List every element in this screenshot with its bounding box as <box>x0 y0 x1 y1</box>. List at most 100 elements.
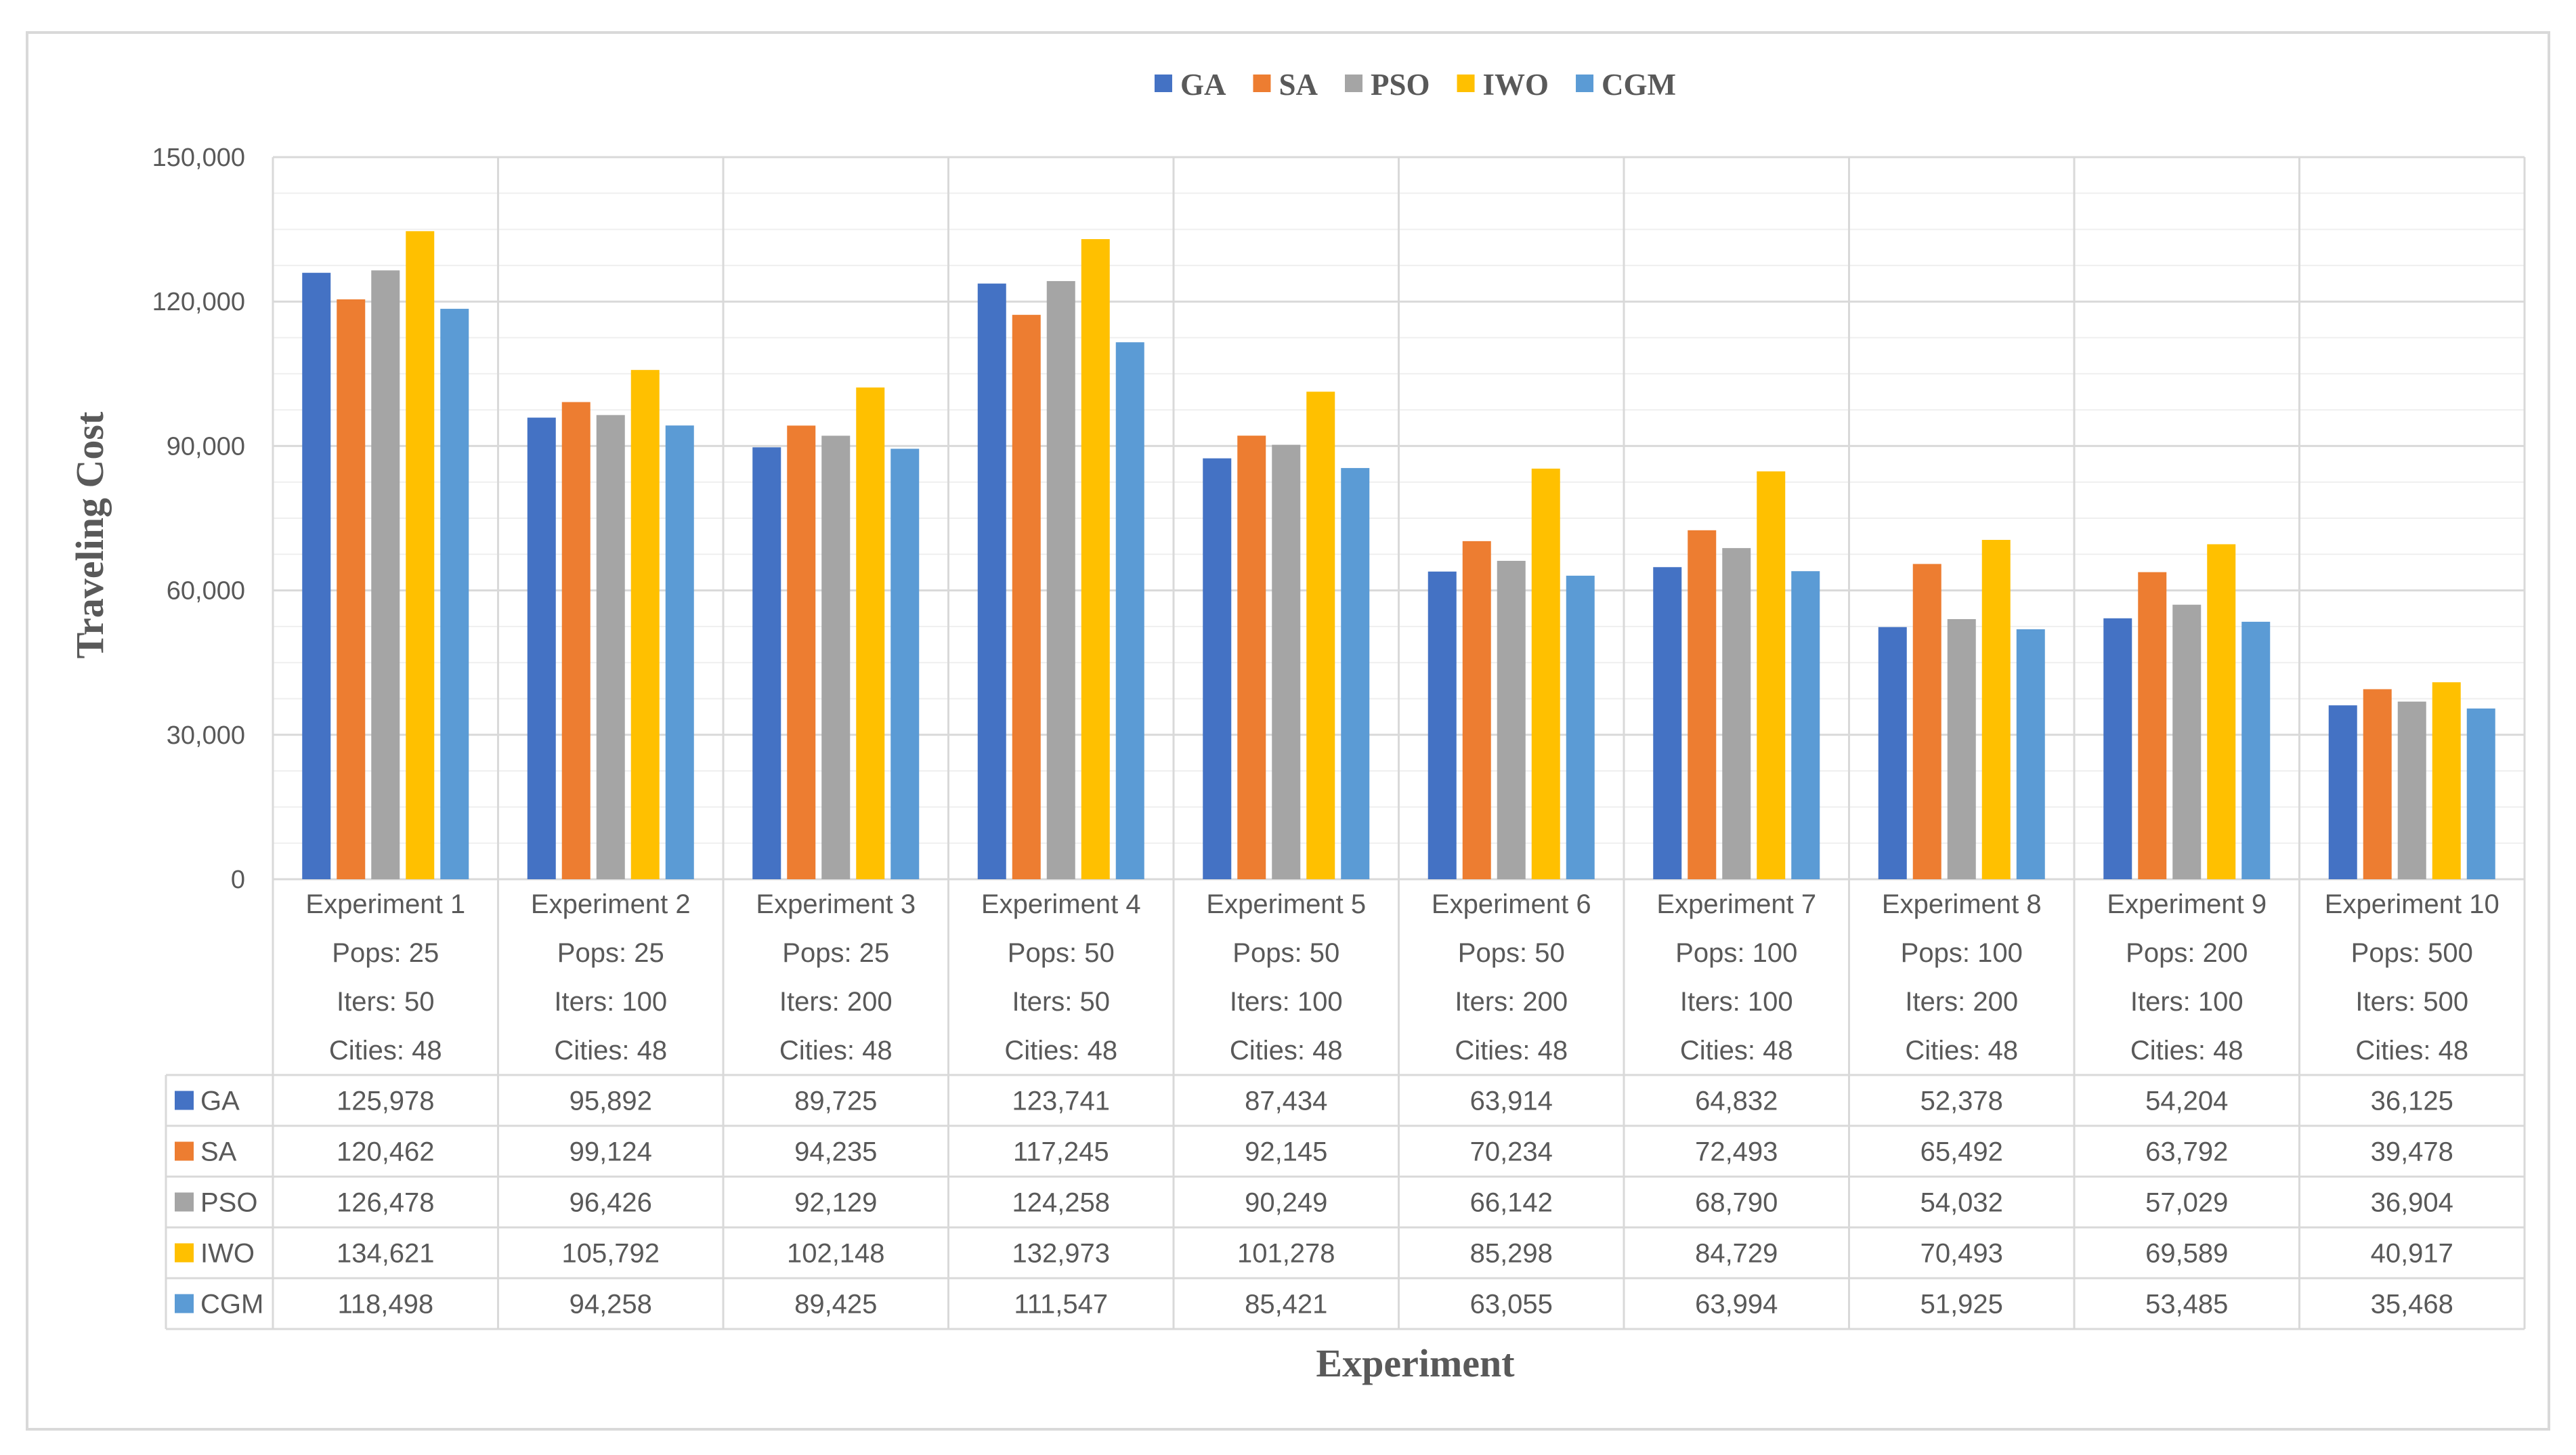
bar-cgm <box>440 308 469 879</box>
table-cell-value: 85,421 <box>1245 1290 1327 1320</box>
pops-label: Pops: 50 <box>1458 938 1565 968</box>
table-cell-value: 125,978 <box>337 1087 435 1116</box>
table-cell-value: 36,904 <box>2371 1188 2453 1218</box>
bar-pso <box>2172 604 2202 879</box>
table-cell-value: 52,378 <box>1920 1087 2003 1116</box>
bar-pso <box>596 415 625 879</box>
bar-ga <box>1878 627 1907 879</box>
table-cell-value: 64,832 <box>1695 1087 1778 1116</box>
table-cell-value: 54,204 <box>2145 1087 2228 1116</box>
iters-label: Iters: 100 <box>2130 987 2244 1017</box>
legend-label: CGM <box>1602 68 1676 102</box>
iters-label: Iters: 100 <box>1230 987 1343 1017</box>
cities-label: Cities: 48 <box>1004 1036 1117 1066</box>
category-label: Experiment 3 <box>756 889 916 919</box>
legend: GA SA PSO IWO CGM <box>1154 68 1676 102</box>
table-cell-value: 57,029 <box>2145 1188 2228 1218</box>
iters-label: Iters: 200 <box>779 987 893 1017</box>
table-cell-value: 105,792 <box>561 1239 660 1269</box>
bar-ga <box>2103 618 2132 879</box>
table-cell-value: 89,725 <box>794 1087 877 1116</box>
y-tick-label: 150,000 <box>152 144 245 172</box>
bar-cgm <box>2241 621 2271 879</box>
legend-label: GA <box>1180 68 1226 102</box>
bar-ga <box>752 447 781 879</box>
bar-ga <box>1653 567 1682 879</box>
table-series-swatch <box>175 1192 194 1212</box>
pops-label: Pops: 25 <box>782 938 889 968</box>
table-cell-value: 124,258 <box>1012 1188 1110 1218</box>
bar-sa <box>2363 689 2392 879</box>
pops-label: Pops: 25 <box>332 938 439 968</box>
table-cell-value: 95,892 <box>570 1087 652 1116</box>
legend-swatch <box>1345 75 1362 92</box>
table-cell-value: 90,249 <box>1245 1188 1327 1218</box>
category-label: Experiment 6 <box>1432 889 1591 919</box>
legend-swatch <box>1576 75 1594 92</box>
bar-pso <box>1947 619 1976 879</box>
bar-sa <box>1688 530 1717 879</box>
bars-layer <box>302 231 2495 880</box>
bar-cgm <box>1791 571 1820 879</box>
bar-sa <box>1912 564 1941 879</box>
axes: 0 30,000 60,000 90,000 120,000 150,000 <box>152 144 245 894</box>
table-series-swatch <box>175 1243 194 1263</box>
table-cell-value: 132,973 <box>1012 1239 1110 1269</box>
category-label: Experiment 4 <box>981 889 1141 919</box>
table-cell-value: 69,589 <box>2145 1239 2228 1269</box>
bar-iwo <box>1531 468 1560 879</box>
table-cell-value: 65,492 <box>1920 1137 2003 1167</box>
category-label: Experiment 1 <box>305 889 465 919</box>
table-cell-value: 53,485 <box>2145 1290 2228 1320</box>
bar-sa <box>1012 314 1041 879</box>
category-label: Experiment 2 <box>531 889 691 919</box>
legend-label: SA <box>1279 68 1318 102</box>
pops-label: Pops: 50 <box>1008 938 1115 968</box>
table-cell-value: 51,925 <box>1920 1290 2003 1320</box>
bar-pso <box>371 270 400 879</box>
table-cell-value: 102,148 <box>787 1239 885 1269</box>
table-cell-value: 40,917 <box>2371 1239 2453 1269</box>
cities-label: Cities: 48 <box>1230 1036 1343 1066</box>
table-series-swatch <box>175 1294 194 1313</box>
category-label: Experiment 8 <box>1882 889 2042 919</box>
cities-label: Cities: 48 <box>554 1036 667 1066</box>
table-cell-value: 36,125 <box>2371 1087 2453 1116</box>
legend-swatch <box>1253 75 1271 92</box>
table-cell-value: 63,055 <box>1470 1290 1553 1320</box>
category-label: Experiment 9 <box>2107 889 2267 919</box>
table-cell-value: 89,425 <box>794 1290 877 1320</box>
x-axis-label: Experiment <box>1316 1341 1515 1385</box>
pops-label: Pops: 100 <box>1901 938 2023 968</box>
bar-pso <box>1497 560 1526 879</box>
table-series-swatch <box>175 1141 194 1161</box>
bar-cgm <box>2016 629 2045 879</box>
bar-iwo <box>1757 471 1786 879</box>
bar-ga <box>1427 571 1457 879</box>
table-series-name: PSO <box>200 1188 257 1218</box>
table-series-name: SA <box>200 1137 237 1167</box>
bar-ga <box>2328 705 2357 879</box>
bar-sa <box>1237 436 1266 879</box>
bar-pso <box>1722 548 1751 879</box>
legend-swatch <box>1154 75 1172 92</box>
bar-iwo <box>2432 682 2461 879</box>
bar-cgm <box>2466 708 2495 879</box>
pops-label: Pops: 500 <box>2351 938 2473 968</box>
table-cell-value: 94,235 <box>794 1137 877 1167</box>
table-cell-value: 117,245 <box>1013 1137 1109 1167</box>
table-cell-value: 85,298 <box>1470 1239 1553 1269</box>
category-label: Experiment 7 <box>1656 889 1816 919</box>
y-tick-label: 60,000 <box>167 577 245 606</box>
legend-label: PSO <box>1371 68 1430 102</box>
bar-cgm <box>890 448 920 879</box>
bar-cgm <box>1566 575 1595 879</box>
pops-label: Pops: 50 <box>1232 938 1339 968</box>
table-cell-value: 66,142 <box>1470 1188 1553 1218</box>
table-cell-value: 134,621 <box>337 1239 435 1269</box>
table-cell-value: 39,478 <box>2371 1137 2453 1167</box>
data-table: Experiment 1 Pops: 25 Iters: 50 Cities: 48 E… <box>165 157 2526 1330</box>
iters-label: Iters: 500 <box>2355 987 2468 1017</box>
cities-label: Cities: 48 <box>2355 1036 2468 1066</box>
